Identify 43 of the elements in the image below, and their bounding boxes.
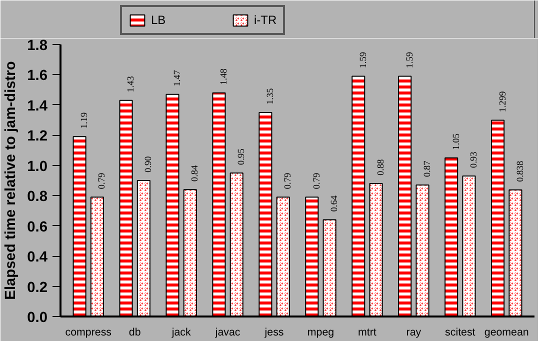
y-tick-label: 0.2 bbox=[27, 280, 48, 296]
data-label: 0.79 bbox=[312, 172, 322, 190]
y-tick-label: 1.4 bbox=[27, 98, 48, 114]
x-tick-label: scitest bbox=[445, 326, 476, 338]
data-label: 1.59 bbox=[405, 52, 416, 68]
data-label: 0.88 bbox=[376, 158, 387, 176]
x-tick-label: javac bbox=[214, 326, 241, 338]
data-label: 1.05 bbox=[452, 133, 462, 150]
x-tick-label: db bbox=[128, 326, 141, 338]
data-label: 1.35 bbox=[266, 88, 276, 104]
data-label: 0.95 bbox=[237, 148, 248, 165]
y-tick-label: 1.8 bbox=[27, 38, 48, 54]
data-label: 0.87 bbox=[423, 160, 434, 178]
data-label: 0.838 bbox=[516, 160, 526, 182]
data-label: 1.59 bbox=[358, 52, 369, 68]
x-tick-label: mtrt bbox=[358, 326, 376, 338]
data-label: 1.48 bbox=[219, 68, 230, 85]
y-tick-label: 0.4 bbox=[27, 250, 48, 266]
data-label: 1.19 bbox=[80, 112, 90, 129]
x-tick-label: geomean bbox=[484, 326, 529, 338]
y-tick-label: 1.0 bbox=[27, 158, 48, 175]
data-label: 0.64 bbox=[330, 195, 340, 212]
y-tick-label: 0.6 bbox=[27, 219, 48, 236]
data-label: 1.43 bbox=[126, 76, 137, 92]
legend-label: i-TR bbox=[254, 13, 277, 27]
legend-label: LB bbox=[151, 13, 167, 27]
x-tick-label: mpeg bbox=[307, 326, 334, 338]
data-label: 1.47 bbox=[172, 70, 183, 86]
x-tick-label: compress bbox=[65, 326, 112, 338]
data-label: 0.93 bbox=[469, 151, 480, 168]
y-tick-label: 1.6 bbox=[27, 68, 48, 84]
y-axis-title: Elapsed time relative to jam-distro bbox=[3, 61, 20, 300]
y-tick-label: 0.8 bbox=[27, 189, 48, 206]
data-label: 1.299 bbox=[498, 90, 508, 112]
x-tick-label: jess bbox=[264, 326, 284, 338]
data-label: 0.90 bbox=[144, 156, 154, 172]
y-tick-label: 1.2 bbox=[27, 128, 48, 145]
y-tick-label: 0.0 bbox=[27, 310, 48, 326]
data-label: 0.79 bbox=[98, 172, 108, 190]
x-tick-label: jack bbox=[170, 326, 192, 338]
data-label: 0.84 bbox=[190, 164, 201, 182]
x-tick-label: ray bbox=[406, 326, 422, 338]
data-label: 0.79 bbox=[284, 172, 294, 190]
